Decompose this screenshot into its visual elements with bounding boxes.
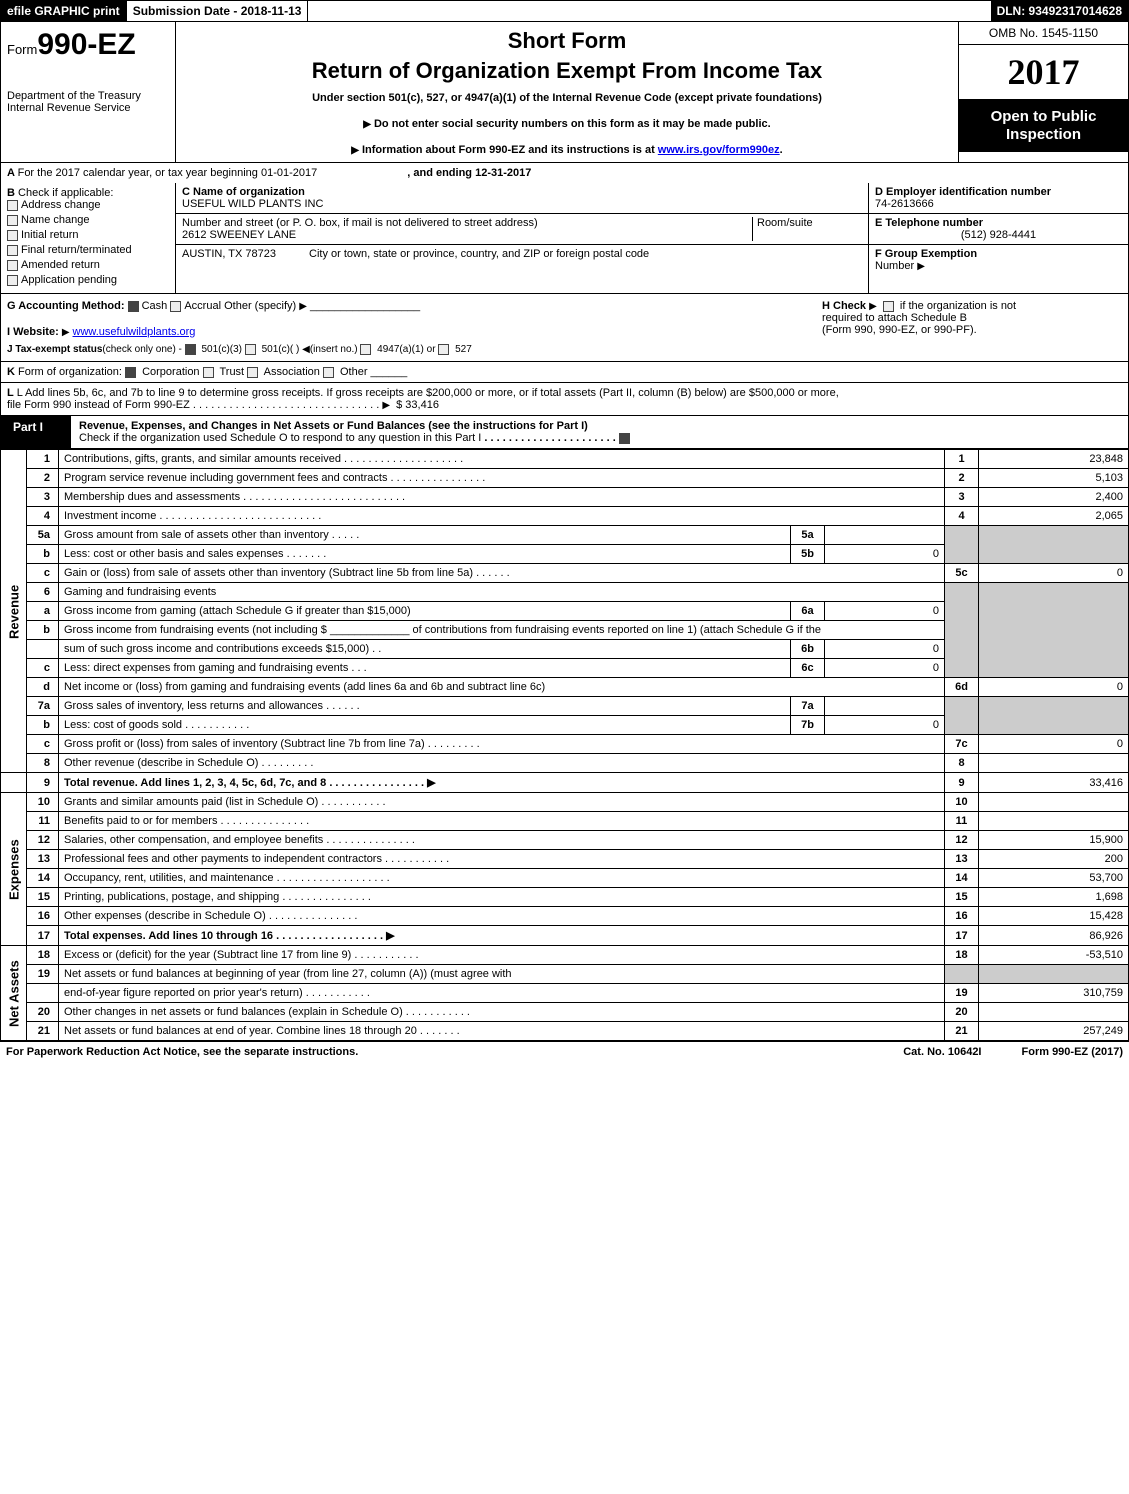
line-14-amt: 53,700: [979, 869, 1129, 888]
box-c: C Name of organization USEFUL WILD PLANT…: [176, 183, 868, 293]
form-version: Form 990-EZ (2017): [1022, 1046, 1124, 1058]
box-b: B Check if applicable: Address change Na…: [1, 183, 176, 293]
room-suite: Room/suite: [752, 217, 862, 241]
chk-amended-return[interactable]: Amended return: [7, 259, 169, 271]
gross-receipts: $ 33,416: [396, 399, 439, 411]
form-subtitle: Under section 501(c), 527, or 4947(a)(1)…: [186, 92, 948, 104]
form-number: Form990-EZ: [7, 28, 169, 62]
line-17-amt: 86,926: [979, 926, 1129, 946]
line-20-amt: [979, 1003, 1129, 1022]
line-6d-amt: 0: [979, 678, 1129, 697]
org-address: 2612 SWEENEY LANE: [182, 229, 752, 241]
catalog-number: Cat. No. 10642I: [903, 1046, 981, 1058]
org-name: USEFUL WILD PLANTS INC: [182, 198, 862, 210]
line-13-amt: 200: [979, 850, 1129, 869]
row-gh: G Accounting Method: Cash Accrual Other …: [0, 294, 1129, 362]
info-notice: Information about Form 990-EZ and its in…: [186, 144, 948, 156]
part-1-header: Part I Revenue, Expenses, and Changes in…: [0, 416, 1129, 449]
form-title-2: Return of Organization Exempt From Incom…: [186, 58, 948, 84]
submission-date: Submission Date - 2018-11-13: [127, 1, 309, 21]
form-header: Form990-EZ Department of the Treasury In…: [0, 22, 1129, 163]
revenue-section-label: Revenue: [1, 450, 27, 773]
part-1-table: Revenue 1Contributions, gifts, grants, a…: [0, 449, 1129, 1041]
top-bar: efile GRAPHIC print Submission Date - 20…: [0, 0, 1129, 22]
row-k: K Form of organization: Corporation Trus…: [0, 362, 1129, 383]
line-16-amt: 15,428: [979, 907, 1129, 926]
line-21-amt: 257,249: [979, 1022, 1129, 1041]
telephone: (512) 928-4441: [875, 229, 1122, 241]
line-12-amt: 15,900: [979, 831, 1129, 850]
dln-label: DLN: 93492317014628: [991, 1, 1128, 21]
section-bcdef: B Check if applicable: Address change Na…: [0, 183, 1129, 294]
line-11-amt: [979, 812, 1129, 831]
line-8-amt: [979, 754, 1129, 773]
form-title-1: Short Form: [186, 28, 948, 54]
line-5c-amt: 0: [979, 564, 1129, 583]
chk-address-change[interactable]: Address change: [7, 199, 169, 211]
inspection-label: Open to Public Inspection: [959, 100, 1128, 152]
line-9-amt: 33,416: [979, 773, 1129, 793]
line-7a-val: [825, 697, 945, 716]
line-19-amt: 310,759: [979, 984, 1129, 1003]
line-5b-val: 0: [825, 545, 945, 564]
line-a: A For the 2017 calendar year, or tax yea…: [0, 163, 1129, 183]
line-7b-val: 0: [825, 716, 945, 735]
chk-application-pending[interactable]: Application pending: [7, 274, 169, 286]
boxes-def: D Employer identification number 74-2613…: [868, 183, 1128, 293]
chk-final-return[interactable]: Final return/terminated: [7, 244, 169, 256]
efile-label: efile GRAPHIC print: [1, 1, 127, 21]
page-footer: For Paperwork Reduction Act Notice, see …: [0, 1041, 1129, 1062]
netassets-section-label: Net Assets: [1, 946, 27, 1041]
box-h: H Check if the organization is not requi…: [822, 300, 1122, 355]
org-city: AUSTIN, TX 78723: [182, 248, 276, 260]
line-18-amt: -53,510: [979, 946, 1129, 965]
line-6a-val: 0: [825, 602, 945, 621]
line-1-amt: 23,848: [979, 450, 1129, 469]
line-7c-amt: 0: [979, 735, 1129, 754]
chk-cash[interactable]: [128, 301, 139, 312]
omb-number: OMB No. 1545-1150: [959, 22, 1128, 45]
info-link[interactable]: www.irs.gov/form990ez: [658, 144, 780, 156]
line-3-amt: 2,400: [979, 488, 1129, 507]
line-6b-val: 0: [825, 640, 945, 659]
paperwork-notice: For Paperwork Reduction Act Notice, see …: [6, 1046, 358, 1058]
line-15-amt: 1,698: [979, 888, 1129, 907]
line-4-amt: 2,065: [979, 507, 1129, 526]
chk-initial-return[interactable]: Initial return: [7, 229, 169, 241]
website-link[interactable]: www.usefulwildplants.org: [73, 326, 196, 338]
chk-accrual[interactable]: [170, 301, 181, 312]
line-6c-val: 0: [825, 659, 945, 678]
department-label: Department of the Treasury Internal Reve…: [7, 90, 169, 114]
expenses-section-label: Expenses: [1, 793, 27, 946]
row-j: J Tax‑exempt status(check only one) - 50…: [7, 344, 472, 355]
line-2-amt: 5,103: [979, 469, 1129, 488]
privacy-notice: Do not enter social security numbers on …: [186, 118, 948, 130]
tax-year: 2017: [959, 45, 1128, 100]
line-10-amt: [979, 793, 1129, 812]
row-l: L L Add lines 5b, 6c, and 7b to line 9 t…: [0, 383, 1129, 416]
ein: 74-2613666: [875, 198, 1122, 210]
line-5a-val: [825, 526, 945, 545]
chk-schedule-o[interactable]: [619, 433, 630, 444]
chk-name-change[interactable]: Name change: [7, 214, 169, 226]
